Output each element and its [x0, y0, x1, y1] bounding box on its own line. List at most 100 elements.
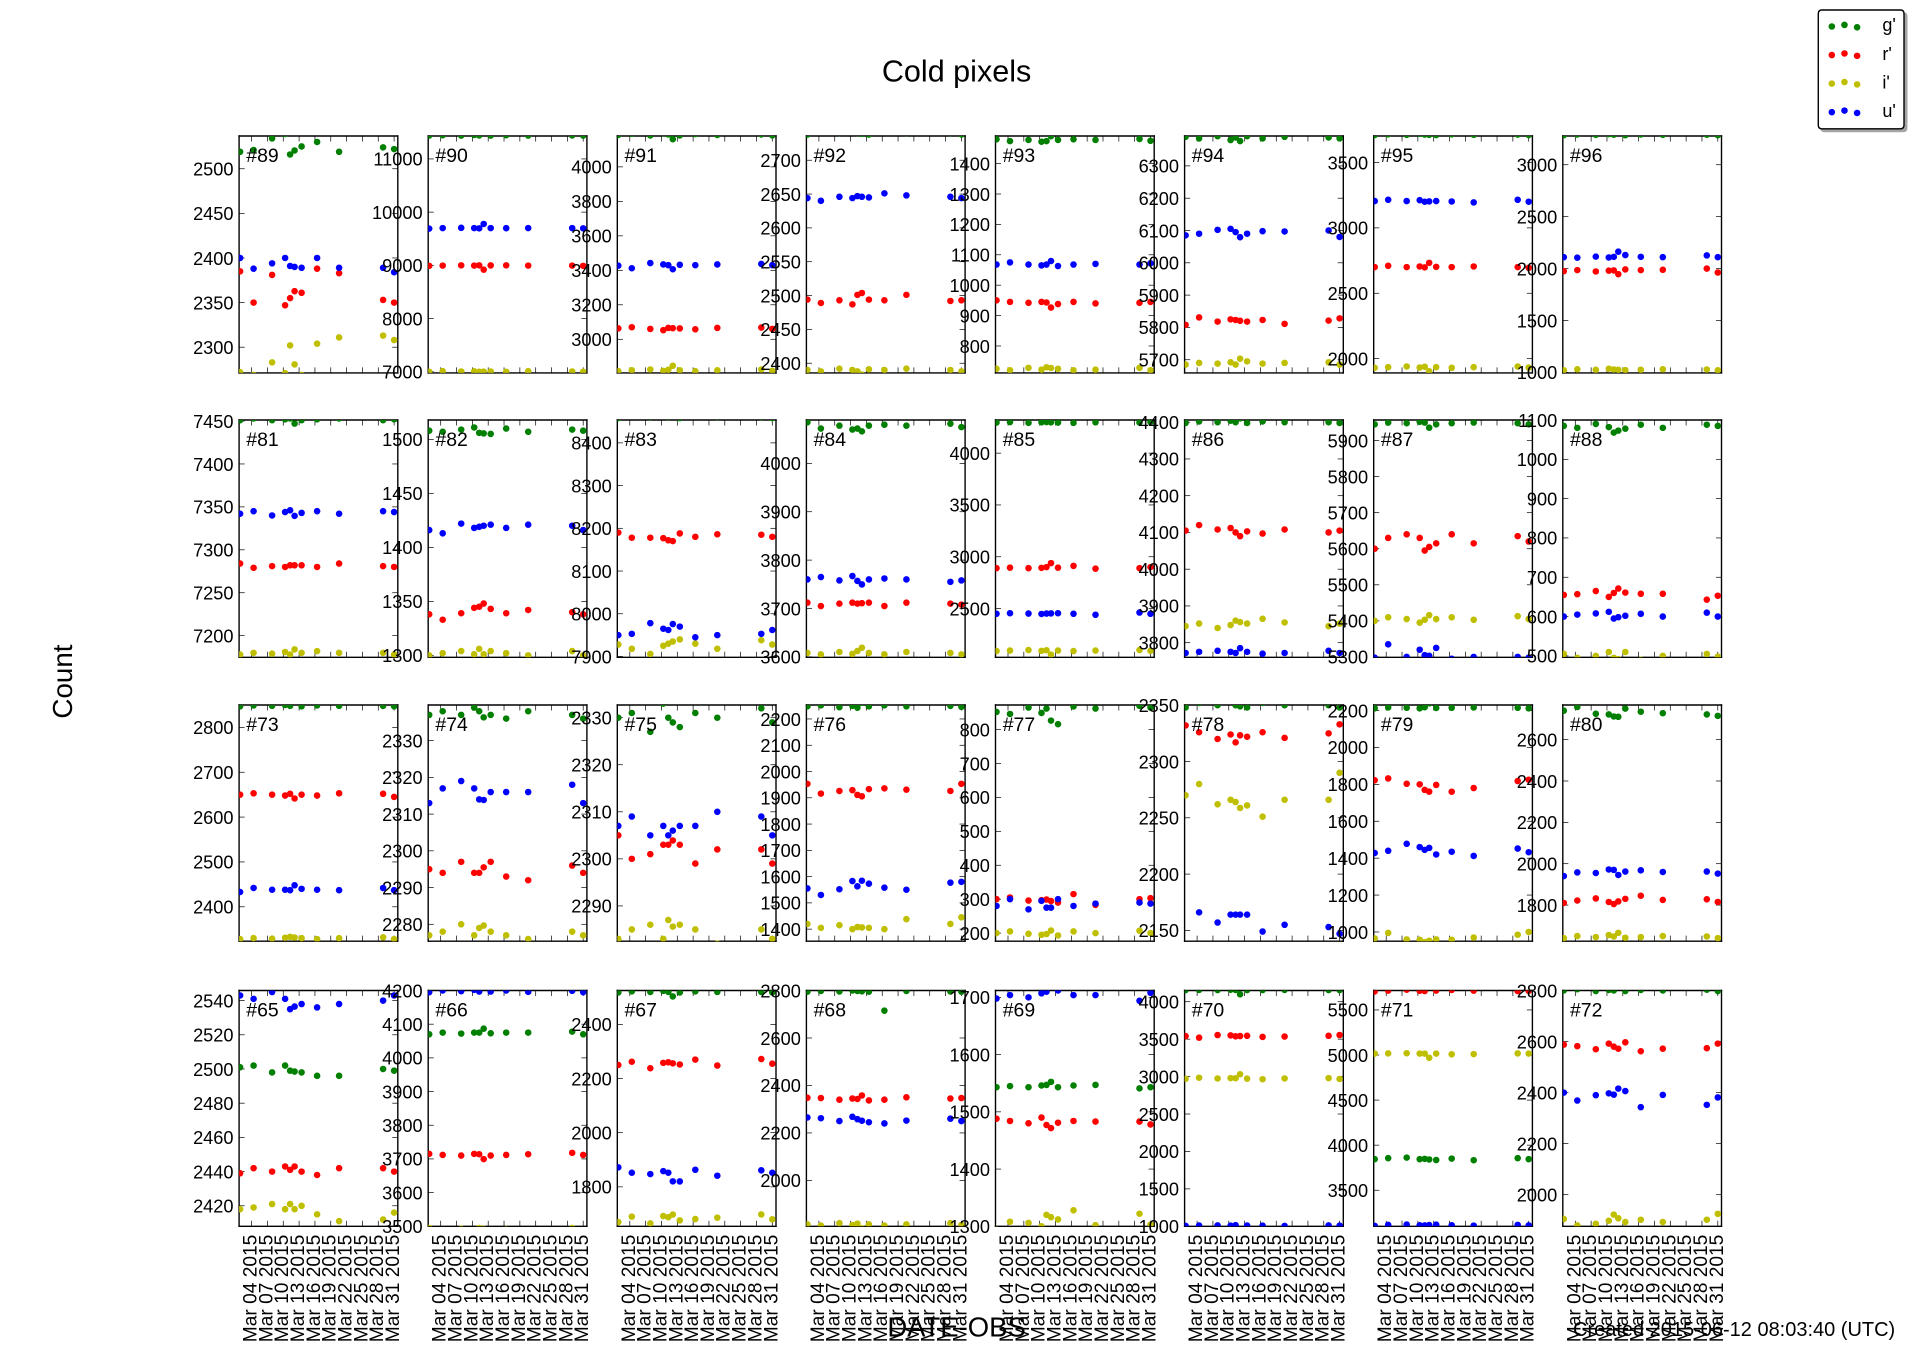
svg-text:Mar 10 2015: Mar 10 2015	[1596, 1235, 1617, 1343]
svg-text:2400: 2400	[193, 898, 233, 918]
svg-text:1000: 1000	[1517, 450, 1557, 470]
svg-text:2700: 2700	[760, 151, 800, 171]
svg-text:Mar 31 2015: Mar 31 2015	[383, 1235, 404, 1343]
svg-text:4000: 4000	[949, 444, 989, 464]
svg-text:Mar 19 2015: Mar 19 2015	[698, 1235, 719, 1343]
svg-text:Mar 13 2015: Mar 13 2015	[477, 1235, 498, 1343]
svg-text:Mar 28 2015: Mar 28 2015	[1313, 1235, 1334, 1343]
svg-text:g': g'	[1882, 15, 1895, 35]
svg-text:Mar 19 2015: Mar 19 2015	[1643, 1235, 1664, 1343]
svg-text:Mar 13 2015: Mar 13 2015	[855, 1235, 876, 1343]
svg-text:4100: 4100	[382, 1015, 422, 1035]
svg-text:1800: 1800	[571, 1178, 611, 1198]
svg-text:1500: 1500	[1517, 311, 1557, 331]
svg-text:Mar 19 2015: Mar 19 2015	[509, 1235, 530, 1343]
svg-text:1600: 1600	[949, 1045, 989, 1065]
svg-text:Mar 10 2015: Mar 10 2015	[461, 1235, 482, 1343]
svg-text:Cold pixels: Cold pixels	[882, 55, 1031, 89]
svg-text:#82: #82	[435, 429, 467, 451]
svg-text:1350: 1350	[382, 592, 422, 612]
svg-text:11000: 11000	[373, 150, 422, 170]
svg-text:Mar 04 2015: Mar 04 2015	[619, 1235, 640, 1343]
svg-text:4500: 4500	[1328, 1091, 1368, 1111]
svg-text:Mar 10 2015: Mar 10 2015	[840, 1235, 861, 1343]
svg-text:2650: 2650	[760, 185, 800, 205]
svg-text:Mar 13 2015: Mar 13 2015	[1423, 1235, 1444, 1343]
svg-text:6000: 6000	[1139, 254, 1179, 274]
svg-text:1500: 1500	[1139, 1180, 1179, 1200]
svg-text:2290: 2290	[571, 897, 611, 917]
svg-text:2200: 2200	[1517, 813, 1557, 833]
svg-text:#69: #69	[1003, 1000, 1035, 1022]
svg-text:Mar 19 2015: Mar 19 2015	[1265, 1235, 1286, 1343]
svg-text:#86: #86	[1192, 429, 1224, 451]
svg-text:1500: 1500	[760, 894, 800, 914]
svg-text:10000: 10000	[372, 203, 423, 223]
svg-text:Mar 13 2015: Mar 13 2015	[1234, 1235, 1255, 1343]
svg-text:800: 800	[960, 720, 990, 740]
svg-text:Mar 07 2015: Mar 07 2015	[256, 1235, 277, 1343]
svg-text:#76: #76	[814, 714, 846, 736]
svg-text:#92: #92	[814, 145, 846, 167]
svg-text:Mar 19 2015: Mar 19 2015	[1076, 1235, 1097, 1343]
svg-text:#80: #80	[1570, 714, 1603, 736]
svg-text:600: 600	[1527, 607, 1557, 627]
svg-text:Mar 22 2015: Mar 22 2015	[1470, 1235, 1491, 1343]
svg-text:2200: 2200	[1328, 701, 1368, 721]
svg-text:1200: 1200	[1328, 886, 1368, 906]
svg-text:700: 700	[1527, 568, 1557, 588]
svg-text:#93: #93	[1003, 145, 1035, 167]
svg-text:3500: 3500	[382, 1217, 422, 1237]
svg-text:Mar 22 2015: Mar 22 2015	[336, 1235, 357, 1343]
svg-text:Mar 25 2015: Mar 25 2015	[351, 1235, 372, 1343]
svg-text:1450: 1450	[382, 484, 422, 504]
svg-text:1100: 1100	[951, 246, 990, 266]
svg-text:#72: #72	[1570, 1000, 1602, 1022]
svg-text:Mar 16 2015: Mar 16 2015	[1060, 1235, 1081, 1343]
svg-text:Mar 07 2015: Mar 07 2015	[1580, 1235, 1601, 1343]
svg-text:2300: 2300	[571, 850, 611, 870]
svg-text:2200: 2200	[760, 1124, 800, 1144]
svg-text:Mar 16 2015: Mar 16 2015	[1628, 1235, 1649, 1343]
svg-text:Mar 25 2015: Mar 25 2015	[919, 1235, 940, 1343]
svg-text:7200: 7200	[193, 626, 233, 646]
svg-text:700: 700	[960, 754, 990, 774]
svg-text:2000: 2000	[1328, 738, 1368, 758]
svg-text:300: 300	[960, 890, 990, 910]
svg-text:#70: #70	[1192, 1000, 1225, 1022]
svg-text:5000: 5000	[1328, 1046, 1368, 1066]
svg-text:Mar 25 2015: Mar 25 2015	[1486, 1235, 1507, 1343]
svg-text:5400: 5400	[1328, 612, 1368, 632]
svg-text:1300: 1300	[949, 185, 989, 205]
svg-text:4000: 4000	[571, 158, 611, 178]
svg-text:2000: 2000	[571, 1123, 611, 1143]
svg-text:4000: 4000	[1139, 560, 1179, 580]
svg-text:Mar 13 2015: Mar 13 2015	[288, 1235, 309, 1343]
svg-text:2500: 2500	[193, 1060, 233, 1080]
svg-text:Mar 25 2015: Mar 25 2015	[730, 1235, 751, 1343]
svg-text:7000: 7000	[382, 363, 422, 383]
svg-text:Mar 22 2015: Mar 22 2015	[1092, 1235, 1113, 1343]
svg-text:1300: 1300	[382, 646, 422, 666]
svg-text:#68: #68	[814, 1000, 846, 1022]
svg-text:2300: 2300	[1139, 752, 1179, 772]
svg-text:3900: 3900	[1139, 597, 1179, 617]
svg-text:Mar 22 2015: Mar 22 2015	[903, 1235, 924, 1343]
svg-text:#67: #67	[625, 1000, 657, 1022]
svg-text:4300: 4300	[1139, 450, 1179, 470]
svg-text:Mar 10 2015: Mar 10 2015	[650, 1235, 671, 1343]
svg-text:Mar 04 2015: Mar 04 2015	[1564, 1235, 1585, 1343]
svg-text:2480: 2480	[193, 1094, 233, 1114]
svg-text:Mar 19 2015: Mar 19 2015	[320, 1235, 341, 1343]
svg-text:1500: 1500	[382, 430, 422, 450]
svg-text:Mar 07 2015: Mar 07 2015	[1013, 1235, 1034, 1343]
svg-text:2310: 2310	[382, 805, 422, 825]
svg-text:8100: 8100	[571, 562, 611, 582]
svg-text:Mar 25 2015: Mar 25 2015	[1108, 1235, 1129, 1343]
svg-text:7900: 7900	[571, 647, 611, 667]
svg-text:Mar 28 2015: Mar 28 2015	[367, 1235, 388, 1343]
svg-text:3500: 3500	[1139, 1030, 1179, 1050]
svg-text:Mar 28 2015: Mar 28 2015	[935, 1235, 956, 1343]
svg-text:2320: 2320	[382, 768, 422, 788]
svg-text:5700: 5700	[1328, 503, 1368, 523]
